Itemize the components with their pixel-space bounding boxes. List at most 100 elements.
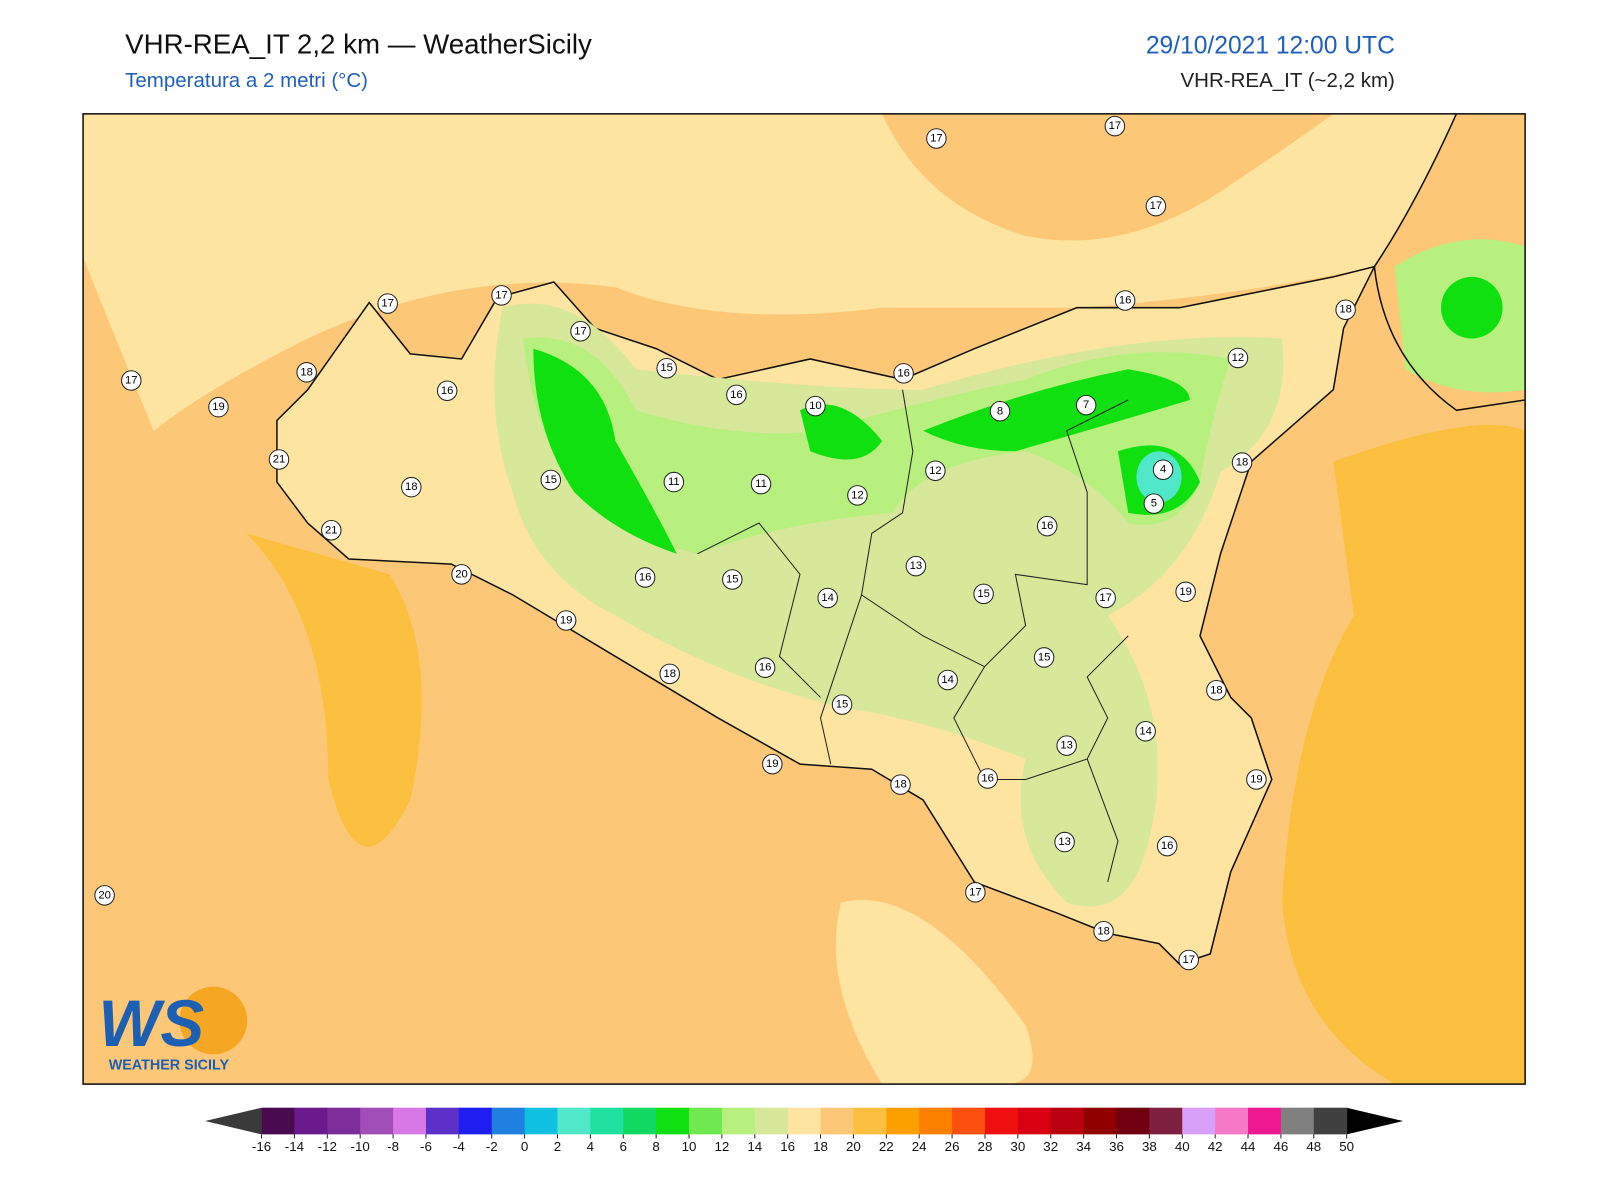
- station-marker: [925, 460, 946, 482]
- title: VHR-REA_IT 2,2 km — WeatherSicily: [125, 28, 592, 59]
- colorbar-swatch: [393, 1107, 427, 1135]
- station-marker: [1156, 835, 1178, 857]
- station-marker: [1135, 721, 1156, 742]
- warm-zone: [835, 900, 1033, 1085]
- station-marker: [634, 567, 656, 588]
- colorbar-tick-label: 28: [978, 1139, 993, 1154]
- colorbar-tick-label: 46: [1273, 1139, 1288, 1154]
- station-marker: [973, 583, 994, 605]
- station-marker: [1036, 515, 1058, 537]
- colorbar-tick-label: 4: [587, 1139, 595, 1154]
- station-marker: [1152, 459, 1174, 480]
- station-marker: [570, 321, 591, 342]
- colorbar-tick-label: 48: [1306, 1139, 1321, 1154]
- colorbar-swatch: [425, 1107, 460, 1135]
- station-marker: [663, 471, 685, 493]
- station-marker: [1231, 452, 1253, 473]
- station-value: 16: [639, 571, 652, 583]
- station-marker: [1178, 949, 1199, 971]
- colorbar-swatch: [721, 1107, 756, 1135]
- station-value: 15: [726, 573, 739, 585]
- station-value: 15: [836, 699, 849, 711]
- station-marker: [762, 753, 783, 775]
- station-value: 7: [1083, 399, 1089, 411]
- station-marker: [208, 396, 229, 418]
- station-marker: [451, 564, 472, 585]
- colorbar-tick-label: 40: [1175, 1139, 1190, 1154]
- colorbar-tick-label: 0: [521, 1139, 528, 1154]
- station-value: 20: [455, 568, 468, 580]
- station-marker: [659, 663, 680, 685]
- station-value: 18: [1210, 684, 1223, 696]
- colorbar-tick-label: -12: [318, 1139, 337, 1154]
- colorbar-tick-label: 22: [879, 1139, 894, 1154]
- colorbar-tick-label: 30: [1010, 1139, 1025, 1154]
- warm-zone: [83, 113, 1457, 431]
- colorbar-swatch: [1248, 1107, 1282, 1135]
- colorbar-swatch: [1182, 1107, 1216, 1135]
- station-value: 19: [212, 401, 225, 413]
- hot-zone: [1282, 424, 1526, 1085]
- colorbar-tick-label: 16: [780, 1139, 795, 1154]
- colorbar-swatch: [1083, 1107, 1118, 1135]
- colorbar-swatch: [491, 1107, 526, 1135]
- station-marker: [268, 449, 290, 470]
- colorbar-tick-label: -2: [486, 1139, 498, 1154]
- colorbar-tick-label: 50: [1339, 1139, 1354, 1154]
- station-marker: [893, 363, 914, 384]
- station-marker: [905, 555, 927, 577]
- station-marker: [436, 380, 458, 402]
- station-marker: [1095, 587, 1116, 609]
- colorbar-tick-label: 10: [682, 1139, 697, 1154]
- station-marker: [296, 362, 317, 383]
- station-value: 8: [997, 405, 1003, 417]
- colorbar-swatch: [261, 1107, 295, 1135]
- colorbar-swatch: [689, 1107, 723, 1135]
- colorbar-swatch: [458, 1107, 493, 1135]
- station-value: 12: [1232, 352, 1245, 364]
- colorbar-tick-label: 44: [1241, 1139, 1256, 1154]
- colorbar-tick-label: -6: [420, 1139, 432, 1154]
- colorbar-swatch: [919, 1107, 953, 1135]
- colorbar-tick-label: 38: [1142, 1139, 1157, 1154]
- station-marker: [1206, 679, 1227, 701]
- station-marker: [377, 293, 398, 314]
- station-marker: [1054, 831, 1075, 853]
- station-marker: [656, 357, 677, 379]
- station-value: 5: [1151, 498, 1157, 510]
- station-value: 17: [930, 132, 943, 144]
- station-marker: [965, 882, 986, 903]
- logo-name: WEATHER SICILY: [109, 1058, 230, 1074]
- colorbar-swatch: [557, 1107, 591, 1135]
- colorbar-swatch: [1017, 1107, 1052, 1135]
- logo: WS WEATHER SICILY: [98, 986, 248, 1074]
- station-value: 12: [929, 465, 942, 477]
- colorbar-tick-label: 42: [1208, 1139, 1223, 1154]
- station-marker: [401, 476, 422, 498]
- hot-zone: [246, 533, 422, 847]
- colorbar-swatch: [1050, 1107, 1085, 1135]
- station-value: 17: [1099, 592, 1112, 604]
- colorbar-swatch: [590, 1107, 624, 1135]
- station-value: 11: [668, 476, 680, 488]
- province-borders: [697, 389, 1129, 883]
- station-value: 19: [1179, 586, 1192, 598]
- station-value: 17: [125, 375, 138, 387]
- station-value: 15: [1038, 651, 1051, 663]
- colorbar-tick-label: 8: [652, 1139, 659, 1154]
- colorbar-swatch: [820, 1107, 854, 1135]
- colorbar-tick-label: -14: [285, 1139, 305, 1154]
- station-value: 21: [273, 453, 286, 465]
- station-marker: [937, 669, 958, 691]
- station-marker: [1104, 115, 1126, 137]
- stations: 17 17 17 17 17 17 18 17 19 16 15 16 16 16 18 12 10 8 7 4 5 18…: [94, 115, 1356, 971]
- station-value: 13: [1060, 740, 1073, 752]
- station-value: 16: [1119, 295, 1132, 307]
- station-value: 19: [1250, 773, 1263, 785]
- station-marker: [1114, 290, 1136, 311]
- colorbar-tick-label: 36: [1109, 1139, 1124, 1154]
- station-marker: [989, 401, 1011, 422]
- station-value: 16: [441, 385, 454, 397]
